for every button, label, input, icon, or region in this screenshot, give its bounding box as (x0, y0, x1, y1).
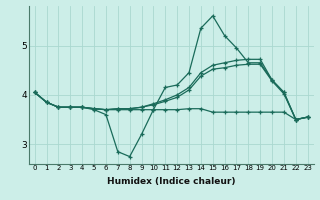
X-axis label: Humidex (Indice chaleur): Humidex (Indice chaleur) (107, 177, 236, 186)
